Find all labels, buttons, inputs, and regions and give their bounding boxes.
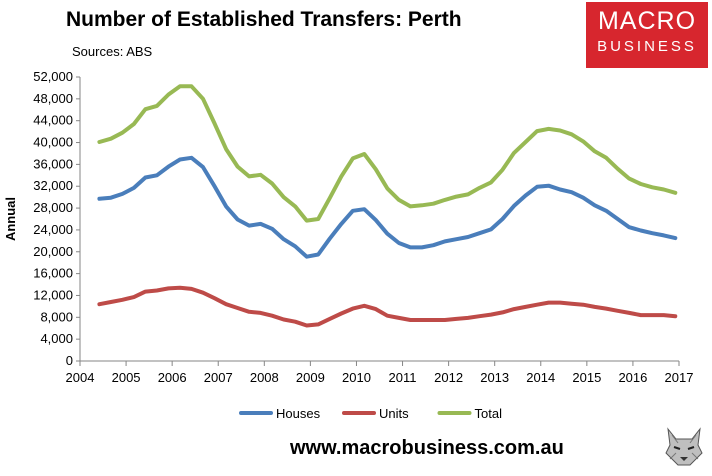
y-tick-label: 12,000: [33, 287, 73, 302]
legend-label-units: Units: [379, 406, 409, 421]
chart-subtitle: Sources: ABS: [72, 44, 153, 59]
y-tick-label: 44,000: [33, 113, 73, 128]
x-tick-label: 2016: [618, 370, 647, 385]
x-tick-label: 2013: [480, 370, 509, 385]
series-line-total: [97, 84, 678, 223]
y-tick-label: 20,000: [33, 244, 73, 259]
y-tick-label: 32,000: [33, 178, 73, 193]
x-tick-label: 2006: [158, 370, 187, 385]
x-tick-label: 2017: [665, 370, 694, 385]
x-tick-label: 2011: [389, 370, 417, 385]
logo-line-business: BUSINESS: [597, 38, 697, 55]
y-tick-label: 40,000: [33, 135, 73, 150]
series-line-houses: [97, 155, 678, 259]
y-tick-label: 28,000: [33, 200, 73, 215]
x-tick-label: 2005: [112, 370, 141, 385]
legend-label-houses: Houses: [276, 406, 321, 421]
macrobusiness-logo: MACRO BUSINESS: [586, 2, 708, 68]
logo-line-macro: MACRO: [597, 7, 697, 35]
wolf-mascot-icon: [662, 423, 706, 469]
chart-title: Number of Established Transfers: Perth: [66, 8, 462, 31]
y-tick-label: 4,000: [40, 331, 73, 346]
y-tick-label: 48,000: [33, 91, 73, 106]
y-axis-label: Annual: [3, 197, 18, 241]
x-tick-label: 2010: [342, 370, 371, 385]
x-tick-label: 2004: [66, 370, 95, 385]
x-tick-label: 2012: [434, 370, 463, 385]
y-tick-label: 52,000: [33, 69, 73, 84]
x-tick-label: 2008: [250, 370, 279, 385]
y-tick-label: 36,000: [33, 156, 73, 171]
y-tick-label: 0: [66, 353, 73, 368]
x-tick-label: 2007: [204, 370, 233, 385]
footer-url: www.macrobusiness.com.au: [290, 437, 564, 459]
x-tick-label: 2015: [572, 370, 601, 385]
x-tick-label: 2009: [296, 370, 325, 385]
y-tick-label: 24,000: [33, 222, 73, 237]
y-tick-label: 8,000: [40, 309, 73, 324]
series-line-units: [97, 285, 678, 328]
legend-label-total: Total: [475, 406, 503, 421]
y-tick-label: 16,000: [33, 266, 73, 281]
x-tick-label: 2014: [526, 370, 555, 385]
